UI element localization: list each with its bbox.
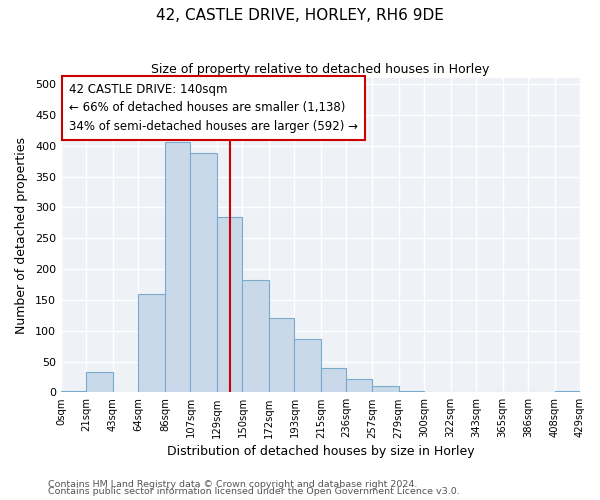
Text: Contains HM Land Registry data © Crown copyright and database right 2024.: Contains HM Land Registry data © Crown c… — [48, 480, 418, 489]
Bar — [86, 372, 113, 392]
Bar — [242, 280, 269, 392]
Bar — [398, 391, 424, 392]
Bar — [269, 318, 295, 392]
Y-axis label: Number of detached properties: Number of detached properties — [15, 136, 28, 334]
Title: Size of property relative to detached houses in Horley: Size of property relative to detached ho… — [151, 62, 490, 76]
Text: Contains public sector information licensed under the Open Government Licence v3: Contains public sector information licen… — [48, 488, 460, 496]
Bar — [372, 386, 398, 392]
Bar — [295, 338, 321, 392]
Bar — [346, 379, 372, 392]
Bar — [217, 216, 242, 392]
Bar — [139, 294, 165, 392]
Bar — [321, 368, 346, 392]
Text: 42 CASTLE DRIVE: 140sqm
← 66% of detached houses are smaller (1,138)
34% of semi: 42 CASTLE DRIVE: 140sqm ← 66% of detache… — [69, 83, 358, 133]
X-axis label: Distribution of detached houses by size in Horley: Distribution of detached houses by size … — [167, 444, 474, 458]
Bar — [61, 391, 86, 392]
Text: 42, CASTLE DRIVE, HORLEY, RH6 9DE: 42, CASTLE DRIVE, HORLEY, RH6 9DE — [156, 8, 444, 22]
Bar — [165, 142, 190, 392]
Bar — [190, 153, 217, 392]
Bar — [554, 391, 580, 392]
